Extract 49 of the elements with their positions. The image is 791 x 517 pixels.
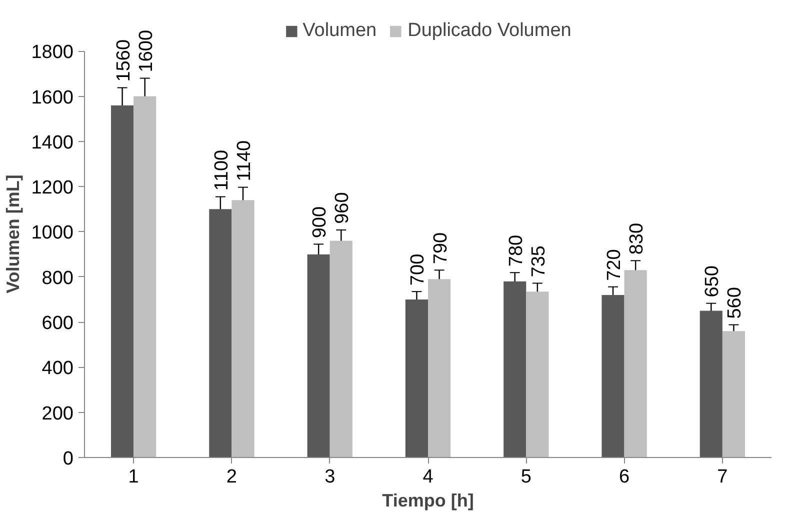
- y-tick-label: 200: [42, 403, 74, 424]
- x-tick-label: 1: [128, 466, 139, 488]
- bar: [307, 254, 330, 458]
- x-tick-label: 2: [226, 466, 238, 488]
- bar: [330, 240, 352, 458]
- bar: [405, 299, 428, 458]
- data-label: 735: [528, 246, 550, 278]
- bar: [722, 331, 745, 458]
- legend-label: Volumen: [302, 20, 377, 42]
- legend-label: Duplicado Volumen: [408, 20, 572, 42]
- data-label: 1140: [234, 140, 255, 182]
- bar: [232, 200, 254, 458]
- bar: [428, 279, 451, 458]
- bar: [526, 292, 549, 458]
- bar: [134, 96, 156, 458]
- bar: [111, 105, 134, 458]
- y-tick-label: 400: [42, 358, 74, 380]
- x-axis-title: Tiempo [h]: [382, 490, 474, 510]
- x-tick-label: 4: [422, 466, 434, 488]
- data-label: 1600: [136, 30, 157, 72]
- x-tick-label: 7: [717, 466, 728, 488]
- data-label: 650: [702, 266, 724, 298]
- data-label: 1100: [211, 150, 232, 191]
- data-label: 700: [408, 254, 429, 286]
- bar: [504, 281, 526, 458]
- x-tick-label: 6: [619, 466, 630, 488]
- data-label: 720: [604, 249, 625, 281]
- data-label: 960: [332, 192, 354, 224]
- data-label: 790: [430, 232, 452, 264]
- bar: [624, 270, 647, 458]
- y-tick-label: 1800: [31, 42, 74, 64]
- bar: [602, 294, 624, 458]
- data-label: 780: [506, 234, 527, 267]
- x-tick-label: 5: [520, 466, 532, 488]
- y-tick-label: 800: [42, 268, 74, 289]
- y-tick-label: 1600: [31, 87, 74, 108]
- y-axis-title: Volumen [mL]: [3, 174, 24, 294]
- bar: [209, 209, 232, 458]
- data-label: 1560: [113, 39, 134, 82]
- data-label: 830: [626, 222, 648, 255]
- x-tick-label: 3: [324, 466, 336, 488]
- y-tick-label: 1400: [31, 132, 74, 154]
- data-label: 560: [724, 287, 746, 319]
- data-label: 900: [310, 206, 331, 238]
- bar: [700, 310, 722, 458]
- y-tick-label: 1000: [31, 222, 74, 244]
- y-tick-label: 0: [62, 448, 74, 470]
- y-tick-label: 600: [42, 313, 74, 334]
- y-tick-label: 1200: [31, 178, 74, 199]
